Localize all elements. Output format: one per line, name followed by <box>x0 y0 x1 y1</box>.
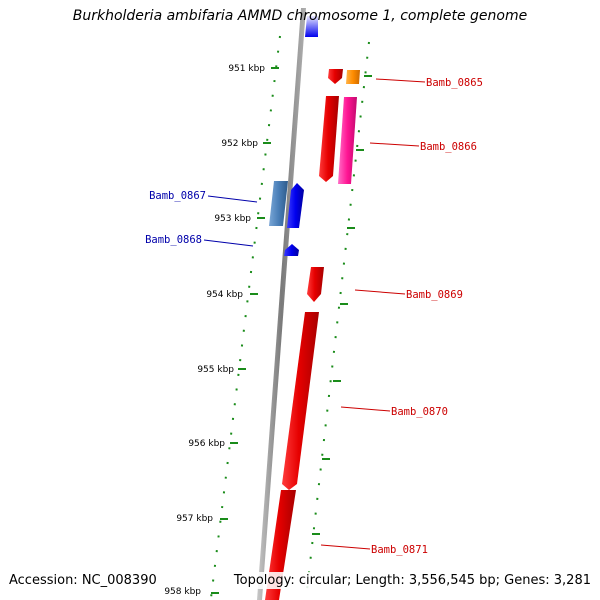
chromosome-backbone <box>257 8 306 600</box>
kbp-label: 951 kbp <box>228 64 265 74</box>
gene-labels: Bamb_0865 Bamb_0866 Bamb_0867 Bamb_0868 … <box>145 77 483 556</box>
gene-label-bamb-0871[interactable]: Bamb_0871 <box>371 544 428 556</box>
gene-bamb-0869[interactable] <box>307 267 324 302</box>
topology-text: Topology: circular; Length: 3,556,545 bp… <box>231 572 593 589</box>
left-minor-ticks <box>210 35 281 599</box>
leader-line-bamb-0870 <box>340 406 391 412</box>
right-tick-track <box>306 41 370 591</box>
gene-label-bamb-0868[interactable]: Bamb_0868 <box>145 234 202 246</box>
gene-feature-blue[interactable] <box>287 183 304 228</box>
gene-bamb-0866[interactable] <box>319 96 357 184</box>
gene-bamb-0870[interactable] <box>282 312 319 490</box>
gene-label-bamb-0870[interactable]: Bamb_0870 <box>391 406 448 418</box>
gene-bamb-0867[interactable] <box>269 181 304 228</box>
gene-feature-orange[interactable] <box>346 70 360 84</box>
gene-label-bamb-0869[interactable]: Bamb_0869 <box>406 289 463 301</box>
leader-line-bamb-0865 <box>375 78 426 83</box>
kbp-axis: 951 kbp 952 kbp 953 kbp 954 kbp 955 kbp … <box>164 64 279 597</box>
gene-bamb-0868[interactable] <box>284 244 299 256</box>
gene-feature-steel[interactable] <box>269 181 288 226</box>
gene-bamb-0865[interactable] <box>328 69 360 84</box>
right-major-ticks <box>312 75 372 535</box>
kbp-label: 952 kbp <box>221 139 258 149</box>
leader-line-bamb-0866 <box>369 142 420 147</box>
gene-leader-lines <box>203 78 426 550</box>
left-tick-track <box>210 35 281 599</box>
gene-feature-pink[interactable] <box>338 97 357 184</box>
gene-feature-red[interactable] <box>328 69 343 84</box>
kbp-label: 955 kbp <box>197 365 234 375</box>
kbp-label: 956 kbp <box>188 439 225 449</box>
diagram-title: Burkholderia ambifaria AMMD chromosome 1… <box>72 8 528 24</box>
leader-line-bamb-0871 <box>320 544 371 550</box>
leader-line-bamb-0869 <box>354 289 406 295</box>
leader-line-bamb-0868 <box>203 239 254 247</box>
right-minor-ticks <box>306 41 370 591</box>
kbp-label: 957 kbp <box>176 514 213 524</box>
gene-label-bamb-0867[interactable]: Bamb_0867 <box>149 190 206 202</box>
leader-line-bamb-0867 <box>207 195 258 203</box>
kbp-label: 953 kbp <box>214 214 251 224</box>
kbp-label: 954 kbp <box>206 290 243 300</box>
kbp-label: 958 kbp <box>164 587 201 597</box>
gene-feature-red[interactable] <box>319 96 339 182</box>
gene-label-bamb-0866[interactable]: Bamb_0866 <box>420 141 477 153</box>
gene-feature-top-partial[interactable] <box>305 16 318 37</box>
accession-text: Accession: NC_008390 <box>7 572 159 589</box>
gene-label-bamb-0865[interactable]: Bamb_0865 <box>426 77 483 89</box>
